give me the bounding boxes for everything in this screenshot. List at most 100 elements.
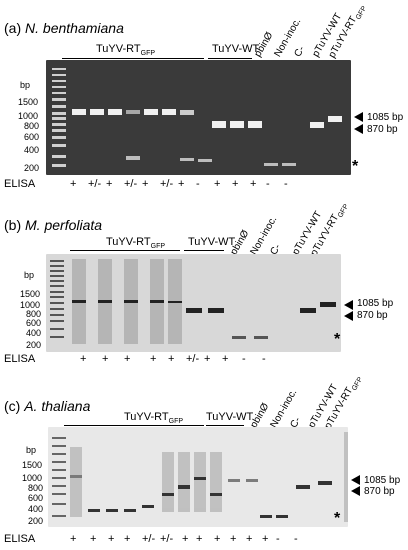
panel-c-elisa-value: + bbox=[262, 533, 269, 545]
panel-c-gel-bands bbox=[52, 432, 348, 522]
panel-a-group2-line bbox=[208, 58, 252, 59]
panel-b-ladder-800: 800 bbox=[26, 309, 42, 319]
panel-a-asterisk: * bbox=[352, 158, 359, 175]
panel-b-group2-label: TuYV-WT bbox=[188, 236, 236, 248]
panel-a-elisa-value: + bbox=[70, 178, 77, 190]
panel-c-elisa-value: - bbox=[294, 533, 298, 545]
panel-b-ladder-600: 600 bbox=[26, 318, 42, 328]
panel-a-ladder-1500: 1500 bbox=[18, 97, 39, 107]
panel-a-elisa-value: + bbox=[106, 178, 113, 190]
panel-b-ladder-1000: 1000 bbox=[20, 300, 41, 310]
panel-c-elisa-value: - bbox=[276, 533, 280, 545]
panel-c-elisa-value: + bbox=[182, 533, 189, 545]
panel-a-group1-line bbox=[62, 58, 204, 59]
panel-c-elisa-value: + bbox=[108, 533, 115, 545]
panel-a-elisa-value: - bbox=[266, 178, 270, 190]
panel-a-elisa-value: + bbox=[250, 178, 257, 190]
panel-a-ladder-600: 600 bbox=[24, 132, 40, 142]
panel-c-ladder-800: 800 bbox=[28, 483, 44, 493]
panel-b-marker-870-arrow bbox=[344, 311, 353, 321]
panel-c-elisa-value: + bbox=[230, 533, 237, 545]
panel-c-elisa-label: ELISA bbox=[4, 533, 36, 545]
panel-a-marker-1085: 1085 bp bbox=[367, 112, 404, 123]
panel-a-elisa-value: + bbox=[142, 178, 149, 190]
panel-c-ladder-600: 600 bbox=[28, 493, 44, 503]
panel-c-title: (c) A. thaliana bbox=[4, 398, 91, 414]
panel-b-ladder-200: 200 bbox=[26, 340, 42, 350]
panel-b-elisa-value: + bbox=[102, 353, 109, 365]
panel-b-gel-image bbox=[46, 254, 341, 352]
panel-c-group2-line bbox=[206, 425, 244, 426]
panel-c-bp-label: bp bbox=[26, 445, 37, 455]
panel-c-elisa-value: +/- bbox=[142, 533, 156, 545]
panel-b-marker-1085: 1085 bp bbox=[357, 298, 394, 309]
panel-b-marker-1085-arrow bbox=[344, 300, 353, 310]
panel-a-gel-image bbox=[46, 60, 351, 175]
panel-c-elisa-value: + bbox=[246, 533, 253, 545]
panel-b-group2-line bbox=[184, 250, 224, 251]
panel-a-marker-1085-arrow bbox=[354, 112, 363, 122]
panel-a-ladder-400: 400 bbox=[24, 145, 40, 155]
panel-c-ladder-1000: 1000 bbox=[22, 473, 43, 483]
panel-a-group1-label: TuYV-RTGFP bbox=[96, 43, 156, 58]
panel-a-group2-label: TuYV-WT bbox=[212, 43, 260, 55]
panel-a-bp-label: bp bbox=[20, 80, 31, 90]
panel-b-gel-bands bbox=[50, 259, 336, 344]
panel-c-elisa-value: +/- bbox=[160, 533, 174, 545]
panel-b-bp-label: bp bbox=[24, 270, 35, 280]
panel-a-marker-870-arrow bbox=[354, 124, 363, 134]
panel-c-group1-label: TuYV-RTGFP bbox=[124, 411, 184, 426]
panel-a: (a) N. benthamiana TuYV-RTGFP TuYV-WT pb… bbox=[0, 0, 408, 190]
panel-b-group1-label: TuYV-RTGFP bbox=[106, 236, 166, 251]
panel-c-elisa-value: + bbox=[214, 533, 221, 545]
panel-b-elisa-value: + bbox=[204, 353, 211, 365]
panel-a-elisa-value: +/- bbox=[124, 178, 138, 190]
panel-b-marker-870: 870 bp bbox=[357, 310, 388, 321]
panel-c-group1-line bbox=[64, 425, 204, 426]
panel-b-elisa-value: + bbox=[124, 353, 131, 365]
panel-a-ladder-200: 200 bbox=[24, 163, 40, 173]
panel-c-group2-label: TuYV-WT bbox=[206, 411, 254, 423]
panel-b-elisa-label: ELISA bbox=[4, 353, 36, 365]
panel-b-elisa-value: + bbox=[168, 353, 175, 365]
panel-a-lane-cneg: C- bbox=[292, 44, 308, 59]
panel-c-asterisk: * bbox=[334, 510, 341, 527]
panel-b-ladder-1500: 1500 bbox=[20, 289, 41, 299]
panel-b-elisa-value: + bbox=[222, 353, 229, 365]
panel-a-gel-bands bbox=[52, 68, 342, 167]
panel-a-elisa-value: + bbox=[232, 178, 239, 190]
panel-b-elisa-value: + bbox=[150, 353, 157, 365]
panel-b-elisa-value: +/- bbox=[186, 353, 200, 365]
panel-c-ladder-400: 400 bbox=[28, 504, 44, 514]
panel-a-elisa-value: - bbox=[284, 178, 288, 190]
panel-a-elisa-value: + bbox=[178, 178, 185, 190]
panel-c-marker-1085-arrow bbox=[351, 475, 360, 485]
panel-b-elisa-value: - bbox=[262, 353, 266, 365]
panel-c-gel-image bbox=[48, 427, 348, 527]
panel-a-elisa-value: + bbox=[214, 178, 221, 190]
panel-c-elisa-value: + bbox=[70, 533, 77, 545]
panel-a-elisa-label: ELISA bbox=[4, 178, 36, 190]
panel-a-elisa-value: +/- bbox=[88, 178, 102, 190]
panel-b-group1-line bbox=[70, 250, 180, 251]
panel-c: (c) A. thaliana TuYV-RTGFP TuYV-WT pbinØ… bbox=[0, 375, 408, 550]
panel-a-title: (a) N. benthamiana bbox=[4, 20, 124, 36]
panel-c-marker-870: 870 bp bbox=[364, 486, 395, 497]
panel-b: (b) M. perfoliata TuYV-RTGFP TuYV-WT pbi… bbox=[0, 190, 408, 370]
panel-a-elisa-value: +/- bbox=[160, 178, 174, 190]
panel-c-elisa-value: + bbox=[196, 533, 203, 545]
panel-a-ladder-1000: 1000 bbox=[18, 111, 39, 121]
panel-b-title: (b) M. perfoliata bbox=[4, 217, 103, 233]
panel-b-ladder-400: 400 bbox=[26, 328, 42, 338]
panel-c-ladder-200: 200 bbox=[28, 516, 44, 526]
panel-b-elisa-value: - bbox=[242, 353, 246, 365]
panel-a-marker-870: 870 bp bbox=[367, 124, 398, 135]
panel-b-asterisk: * bbox=[334, 331, 341, 348]
panel-c-elisa-value: + bbox=[90, 533, 97, 545]
panel-a-ladder-800: 800 bbox=[24, 121, 40, 131]
panel-c-marker-1085: 1085 bp bbox=[364, 475, 401, 486]
panel-c-marker-870-arrow bbox=[351, 486, 360, 496]
panel-b-elisa-value: + bbox=[80, 353, 87, 365]
panel-c-elisa-value: + bbox=[124, 533, 131, 545]
panel-a-elisa-value: - bbox=[196, 178, 200, 190]
